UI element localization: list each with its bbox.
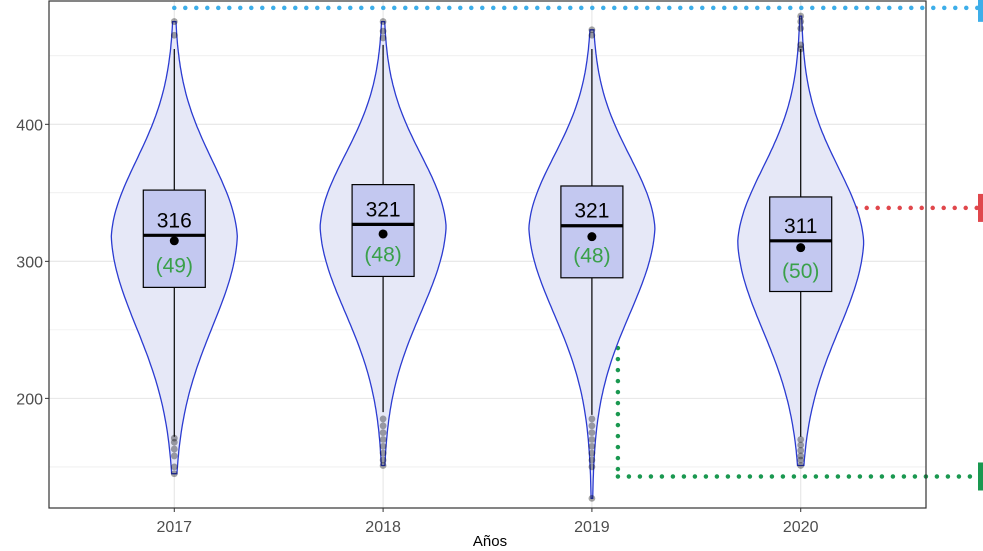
outlier-point bbox=[379, 436, 387, 443]
outlier-point bbox=[379, 18, 387, 25]
outlier-point bbox=[170, 438, 178, 446]
outlier-point bbox=[379, 462, 387, 469]
outlier-point bbox=[797, 441, 805, 449]
y-tick-label: 300 bbox=[16, 254, 43, 271]
violins bbox=[110, 15, 865, 500]
mean-point bbox=[796, 243, 806, 253]
outlier-point bbox=[170, 452, 178, 460]
outlier-point bbox=[170, 31, 178, 39]
x-axis-title: Años bbox=[473, 533, 507, 550]
x-tick-label: 2019 bbox=[574, 519, 610, 536]
mean-label: 321 bbox=[574, 200, 609, 223]
mean-label: 321 bbox=[366, 198, 401, 221]
outlier-point bbox=[797, 456, 805, 464]
outlier-point bbox=[588, 456, 596, 464]
outlier-point bbox=[797, 45, 805, 53]
plot-panel-border bbox=[48, 0, 927, 509]
axes: 200 300 400 2017 2018 2019 2020 bbox=[16, 117, 818, 536]
mean-point bbox=[169, 236, 179, 246]
n-label: (48) bbox=[364, 243, 401, 266]
outlier-point bbox=[379, 422, 387, 430]
outlier-point bbox=[588, 495, 596, 502]
outlier-point bbox=[379, 449, 387, 457]
outlier-point bbox=[588, 442, 596, 450]
outlier-point bbox=[588, 422, 596, 430]
outlier-point bbox=[379, 456, 387, 464]
outlier-point bbox=[797, 25, 805, 32]
box-2019 bbox=[560, 185, 624, 279]
y-tick-label: 200 bbox=[16, 391, 43, 408]
reference-marker bbox=[978, 193, 983, 222]
mean-point bbox=[378, 229, 388, 239]
reference-marker bbox=[978, 0, 983, 22]
y-tick-label: 400 bbox=[16, 117, 43, 134]
outlier-point bbox=[379, 442, 387, 450]
x-tick-label: 2020 bbox=[783, 519, 819, 536]
group-labels: 316 (49) 321 (48) 321 (48) 311 (50) bbox=[156, 198, 820, 282]
outlier-point bbox=[797, 462, 805, 469]
outlier-point bbox=[797, 436, 805, 443]
reference-lines bbox=[172, 0, 983, 491]
outlier-point bbox=[588, 436, 596, 443]
n-label: (48) bbox=[573, 245, 610, 268]
outlier-point bbox=[588, 415, 596, 423]
outlier-point bbox=[170, 470, 178, 478]
mean-point bbox=[587, 232, 597, 242]
outlier-point bbox=[797, 12, 805, 20]
outlier-point bbox=[379, 429, 387, 437]
x-tick-label: 2018 bbox=[365, 519, 401, 536]
boxplots bbox=[142, 12, 833, 502]
outlier-point bbox=[588, 463, 596, 471]
outlier-point bbox=[797, 18, 805, 25]
x-tick-label: 2017 bbox=[156, 519, 192, 536]
outlier-point bbox=[170, 445, 178, 453]
outlier-point bbox=[588, 26, 596, 34]
outlier-point bbox=[170, 18, 178, 25]
outlier-point bbox=[797, 452, 805, 460]
outlier-point bbox=[379, 415, 387, 423]
n-label: (50) bbox=[782, 260, 819, 283]
outlier-point bbox=[797, 447, 805, 454]
outlier-point bbox=[379, 27, 387, 35]
reference-marker bbox=[978, 462, 983, 491]
outlier-point bbox=[588, 449, 596, 457]
n-label: (49) bbox=[156, 254, 193, 277]
outlier-point bbox=[588, 429, 596, 437]
outlier-point bbox=[379, 34, 387, 42]
outlier-point bbox=[797, 41, 805, 49]
outlier-point bbox=[588, 31, 596, 39]
mean-label: 316 bbox=[157, 209, 192, 232]
mean-label: 311 bbox=[784, 215, 817, 238]
outlier-point bbox=[170, 463, 178, 471]
outlier-point bbox=[170, 434, 178, 442]
